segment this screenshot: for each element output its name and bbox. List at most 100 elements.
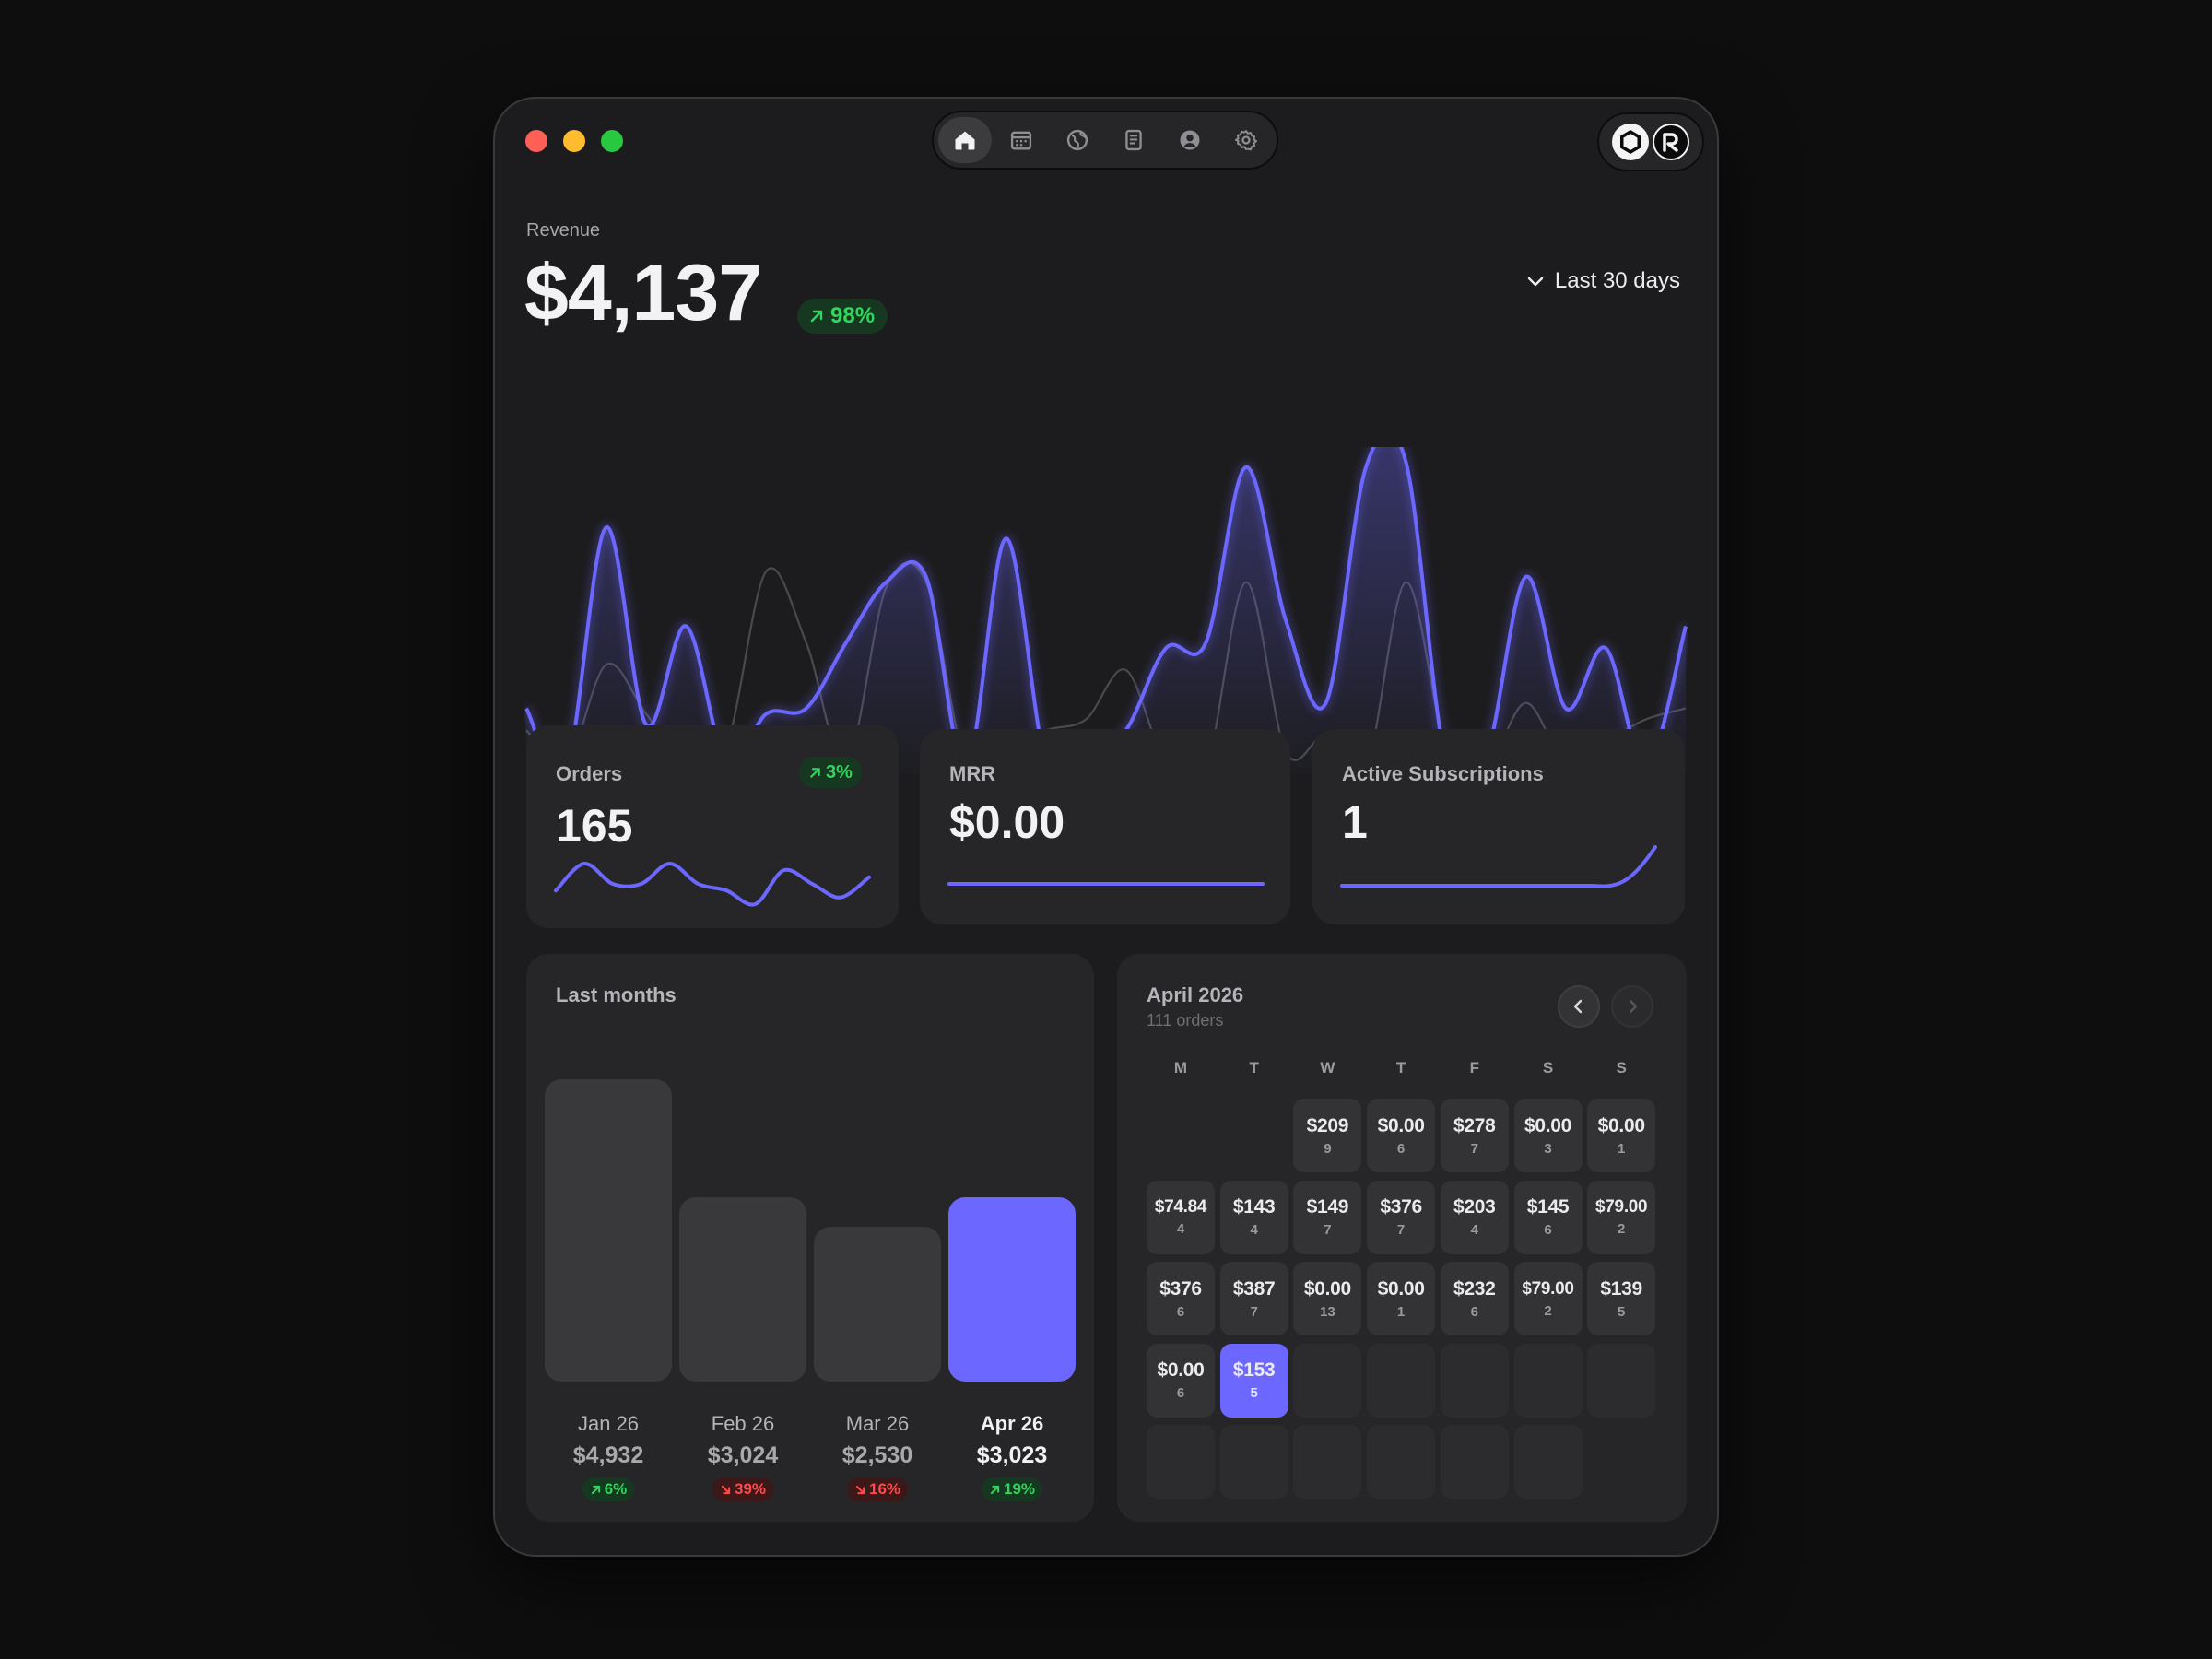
mrr-card[interactable]: MRR $0.00 [920, 729, 1290, 924]
day-amount: $153 [1232, 1359, 1276, 1381]
tab-home[interactable] [938, 117, 992, 163]
arrow-up-right-icon [810, 767, 820, 778]
date-range-dropdown[interactable]: Last 30 days [1525, 268, 1680, 294]
orders-card[interactable]: Orders 3% 165 [526, 725, 899, 928]
revenue-change-value: 98% [830, 303, 876, 328]
brand-badges[interactable] [1597, 112, 1704, 171]
calendar-day[interactable]: $376 7 [1367, 1180, 1436, 1254]
last-months-card: Last months Jan 26 $4,932 6% Feb 26 $3,024 39… [526, 954, 1094, 1522]
calendar-day-empty[interactable] [1147, 1425, 1215, 1499]
arrow-up-right-icon [591, 1485, 600, 1494]
calendar-day[interactable]: $376 6 [1147, 1262, 1215, 1335]
month-value: $3,024 [707, 1442, 779, 1468]
day-order-count: 6 [1176, 1385, 1185, 1401]
calendar-day[interactable]: $149 7 [1293, 1180, 1362, 1254]
day-order-count: 4 [1250, 1222, 1258, 1238]
month-bar[interactable] [679, 1197, 806, 1382]
minimize-window-button[interactable] [563, 130, 585, 152]
arrow-up-right-icon [810, 310, 823, 323]
calendar-day[interactable]: $79.00 2 [1587, 1180, 1656, 1254]
subscriptions-card[interactable]: Active Subscriptions 1 [1312, 729, 1685, 924]
previous-month-button[interactable] [1558, 985, 1600, 1028]
month-bar[interactable] [948, 1197, 1076, 1382]
maximize-window-button[interactable] [601, 130, 623, 152]
calendar-day[interactable]: $0.00 1 [1367, 1262, 1436, 1335]
month-bar[interactable] [545, 1079, 672, 1382]
home-icon [955, 131, 975, 150]
month-label: Apr 26 [980, 1412, 1044, 1435]
calendar-day[interactable]: $203 4 [1440, 1180, 1509, 1254]
calendar-day-empty[interactable] [1293, 1343, 1362, 1418]
calendar-day[interactable]: $0.00 6 [1147, 1343, 1215, 1418]
day-amount: $0.00 [1303, 1277, 1351, 1300]
calendar-day[interactable]: $74.84 4 [1147, 1180, 1215, 1254]
weekday-label: S [1616, 1059, 1627, 1077]
orders-value: 165 [556, 800, 633, 852]
tab-documents[interactable] [1107, 117, 1160, 163]
calendar-day[interactable]: $145 6 [1513, 1180, 1583, 1254]
tab-settings[interactable] [1219, 117, 1273, 163]
day-order-count: 1 [1396, 1303, 1406, 1320]
weekday-label: M [1173, 1059, 1188, 1077]
tab-globe[interactable] [1051, 117, 1104, 163]
tab-calendar[interactable] [994, 117, 1048, 163]
subscriptions-value: 1 [1342, 796, 1368, 848]
calendar-day[interactable]: $0.00 13 [1293, 1262, 1362, 1335]
day-order-count: 13 [1320, 1303, 1335, 1320]
calendar-day[interactable]: $0.00 6 [1367, 1099, 1436, 1172]
day-amount: $376 [1380, 1196, 1422, 1218]
weekday-label: F [1469, 1059, 1479, 1077]
day-order-count: 5 [1618, 1303, 1626, 1320]
month-change-value: 16% [868, 1480, 901, 1498]
calendar-day-empty[interactable] [1367, 1425, 1436, 1499]
weekday-label: T [1249, 1059, 1259, 1077]
day-order-count: 1 [1618, 1140, 1626, 1157]
month-label: Jan 26 [577, 1412, 640, 1435]
calendar-day-empty[interactable] [1219, 1425, 1288, 1499]
month-change-badge: 16% [846, 1477, 909, 1501]
month-change-badge: 6% [582, 1477, 635, 1501]
calendar-day[interactable]: $153 5 [1219, 1343, 1288, 1418]
orders-change-badge: 3% [799, 757, 862, 788]
calendar-day-empty[interactable] [1513, 1425, 1583, 1499]
calendar-day-empty[interactable] [1367, 1343, 1436, 1418]
day-amount: $203 [1453, 1196, 1496, 1218]
calendar-day[interactable]: $387 7 [1219, 1262, 1288, 1335]
month-value: $2,530 [841, 1442, 913, 1468]
arrow-down-right-icon [721, 1485, 731, 1494]
calendar-day-empty[interactable] [1587, 1343, 1656, 1418]
month-change-badge: 39% [712, 1477, 774, 1501]
weekday-label: W [1320, 1059, 1335, 1077]
calendar-day[interactable]: $139 5 [1587, 1262, 1656, 1335]
calendar-day-empty[interactable] [1513, 1343, 1583, 1418]
day-amount: $0.00 [1377, 1277, 1425, 1300]
calendar-day[interactable]: $232 6 [1440, 1262, 1509, 1335]
calendar-day[interactable]: $0.00 1 [1587, 1099, 1656, 1172]
calendar-day-empty[interactable] [1440, 1343, 1509, 1418]
calendar-day[interactable]: $209 9 [1293, 1099, 1362, 1172]
mrr-title: MRR [949, 762, 996, 785]
arrow-up-right-icon [990, 1485, 1000, 1494]
date-range-label: Last 30 days [1554, 268, 1680, 293]
next-month-button[interactable] [1611, 985, 1653, 1028]
month-bar[interactable] [814, 1227, 941, 1382]
user-icon [1180, 130, 1200, 150]
close-window-button[interactable] [525, 130, 547, 152]
calendar-day[interactable]: $278 7 [1440, 1099, 1509, 1172]
day-amount: $145 [1526, 1196, 1570, 1218]
hexagon-logo-icon [1612, 124, 1649, 160]
mrr-sparkline [947, 882, 1265, 886]
calendar-card: April 2026 111 orders M T W T F S S $209 9 $0.00 6… [1117, 954, 1687, 1522]
calendar-day[interactable]: $79.00 2 [1513, 1262, 1583, 1335]
chevron-down-icon [1527, 276, 1544, 287]
calendar-day-empty[interactable] [1440, 1425, 1509, 1499]
calendar-day-empty[interactable] [1293, 1425, 1362, 1499]
weekday-label: T [1395, 1059, 1406, 1077]
day-order-count: 7 [1250, 1303, 1258, 1320]
tab-account[interactable] [1163, 117, 1217, 163]
calendar-day[interactable]: $0.00 3 [1513, 1099, 1583, 1172]
sparkline-path [554, 861, 871, 907]
day-order-count: 2 [1544, 1302, 1552, 1319]
day-order-count: 4 [1176, 1221, 1185, 1237]
calendar-day[interactable]: $143 4 [1219, 1180, 1288, 1254]
